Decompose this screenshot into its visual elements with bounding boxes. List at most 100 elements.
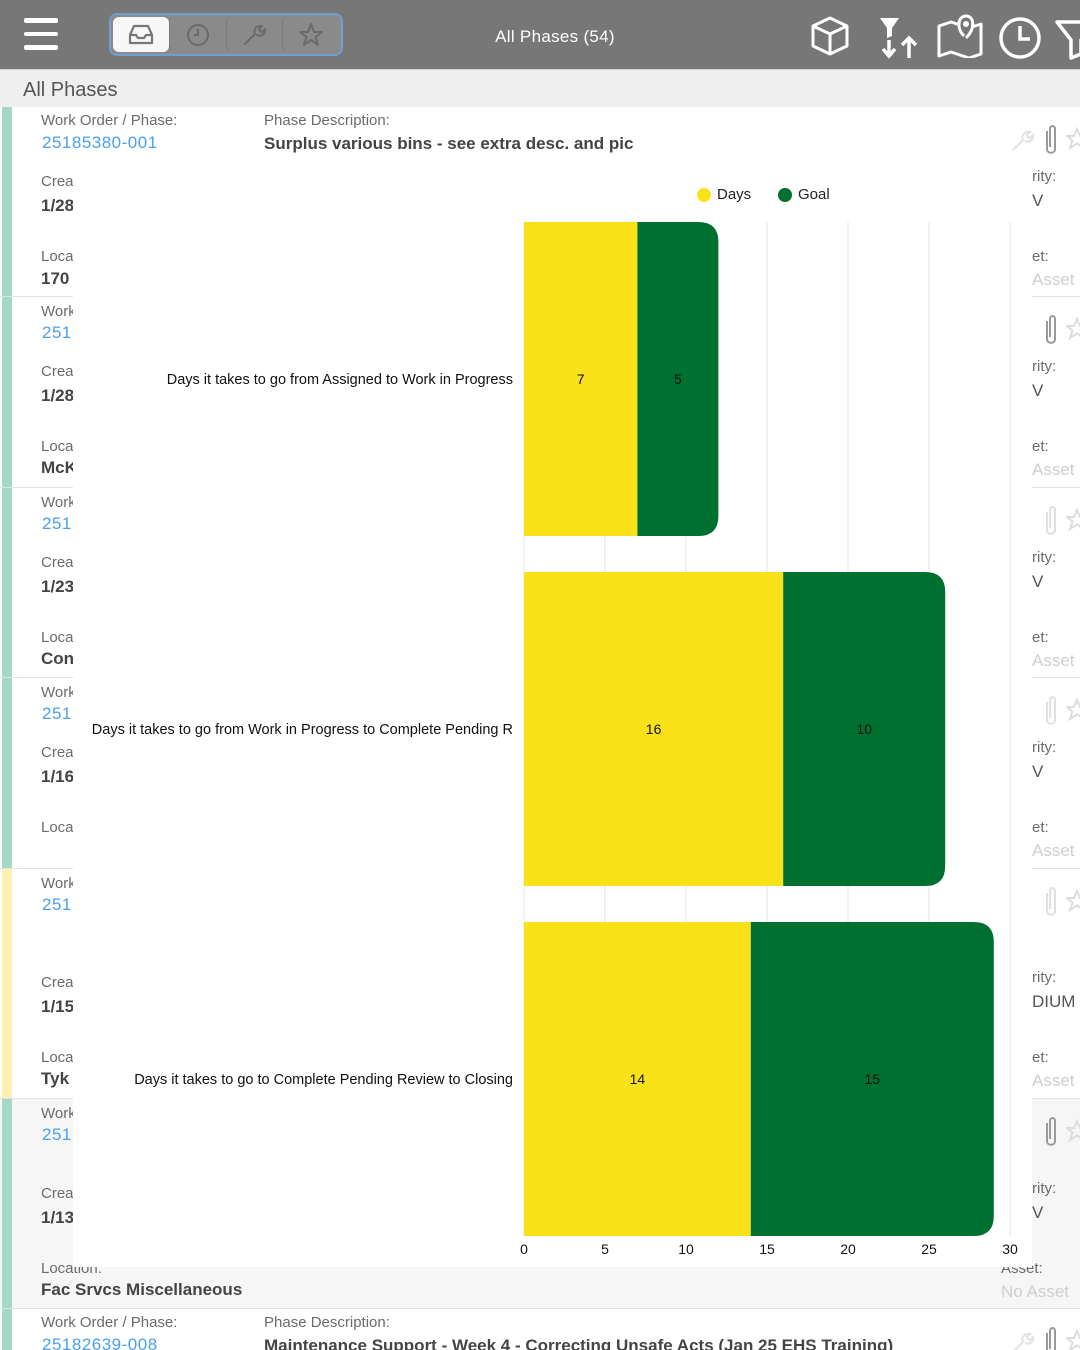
tab-work[interactable] [225, 17, 283, 52]
bar-value-label: 16 [646, 721, 662, 737]
work-order-link[interactable]: 251 [42, 1125, 72, 1144]
work-order-link[interactable]: 251 [42, 514, 72, 533]
location-value: Tyk [41, 1069, 70, 1088]
bar-goal [637, 222, 719, 536]
tab-favorites[interactable] [282, 17, 339, 52]
location-value: Con [41, 649, 75, 668]
created-value: 1/16 [41, 767, 75, 786]
page-title: All Phases (54) [495, 27, 615, 46]
paperclip-icon[interactable] [1042, 694, 1060, 728]
x-tick-label: 0 [520, 1241, 528, 1257]
star-icon[interactable] [1066, 1325, 1080, 1350]
status-stripe [2, 678, 12, 868]
phase-description-label: Phase Description: [264, 1314, 390, 1331]
bar-value-label: 5 [674, 371, 682, 387]
phase-description-label: Phase Description: [264, 112, 390, 129]
asset-value: No Asset [1001, 1282, 1070, 1301]
star-icon[interactable] [1066, 123, 1080, 153]
paperclip-icon[interactable] [1042, 1325, 1060, 1350]
work-order-link[interactable]: 251 [42, 704, 72, 723]
location-value: 170 [41, 269, 70, 288]
clock-icon[interactable] [997, 14, 1043, 60]
priority-value: V [1032, 572, 1044, 591]
legend-swatch-days [697, 187, 711, 202]
hamburger-menu-icon[interactable] [24, 18, 58, 50]
section-header: All Phases [0, 69, 1080, 107]
asset-label: et: [1032, 248, 1049, 265]
priority-value: V [1032, 762, 1044, 781]
paperclip-icon[interactable] [1042, 123, 1060, 157]
category-label: Days it takes to go to Complete Pending … [134, 1072, 513, 1088]
work-order-link[interactable]: 251 [42, 323, 72, 342]
star-icon[interactable] [1066, 1115, 1080, 1145]
row-actions [1010, 313, 1080, 347]
legend-item-days[interactable]: Days [697, 186, 751, 203]
row-actions [1010, 1325, 1080, 1350]
asset-label: et: [1032, 1049, 1049, 1066]
paperclip-icon[interactable] [1042, 313, 1060, 347]
map-pin-icon[interactable] [936, 14, 984, 58]
row-actions [1010, 1115, 1080, 1149]
priority-label: rity: [1032, 358, 1057, 375]
list-item[interactable]: Work 251 Crea 1/16 Loca rity: V et: Asse… [0, 678, 1080, 869]
sort-filter-icon[interactable] [877, 14, 923, 60]
bar-days [524, 922, 751, 1236]
x-tick-label: 5 [601, 1241, 609, 1257]
wrench-icon[interactable] [1010, 123, 1036, 153]
list-item[interactable]: Work Order / Phase: 25185380-001 Phase D… [0, 107, 1080, 297]
created-label: Crea [41, 974, 74, 991]
category-label: Days it takes to go from Work in Progres… [92, 722, 513, 738]
priority-value: V [1032, 191, 1044, 210]
created-value: 1/15 [41, 997, 75, 1016]
paperclip-icon[interactable] [1042, 504, 1060, 538]
created-label: Crea [41, 173, 74, 190]
tab-recent[interactable] [168, 17, 226, 52]
list-item[interactable]: Work Order / Phase: 25182639-008 Phase D… [0, 1309, 1080, 1350]
priority-value: DIUM [1032, 992, 1076, 1011]
x-tick-label: 10 [678, 1241, 694, 1257]
created-label: Crea [41, 744, 74, 761]
row-actions [1010, 694, 1080, 728]
location-label: Loca [41, 248, 74, 265]
star-icon[interactable] [1066, 504, 1080, 534]
star-icon[interactable] [1066, 694, 1080, 724]
work-order-link[interactable]: 251 [42, 895, 72, 914]
status-stripe [2, 297, 12, 487]
legend-item-goal[interactable]: Goal [778, 186, 830, 203]
category-label: Days it takes to go from Assigned to Wor… [167, 372, 513, 388]
view-segmented-control [109, 13, 343, 56]
work-order-label: Work [41, 494, 76, 511]
star-icon[interactable] [1066, 313, 1080, 343]
legend-label-days: Days [717, 186, 752, 203]
created-value: 1/23 [41, 577, 75, 596]
created-label: Crea [41, 1185, 74, 1202]
x-tick-label: 15 [759, 1241, 775, 1257]
work-order-label: Work [41, 303, 76, 320]
location-value: McK [41, 458, 77, 477]
wrench-icon[interactable] [1010, 1325, 1036, 1350]
status-stripe [2, 107, 12, 296]
priority-value: V [1032, 1203, 1044, 1222]
star-icon[interactable] [1066, 885, 1080, 915]
clock-icon [186, 23, 209, 46]
legend-label-goal: Goal [798, 186, 830, 203]
tab-inbox[interactable] [113, 17, 169, 52]
bar-value-label: 10 [856, 721, 872, 737]
filter-icon[interactable] [1055, 14, 1080, 60]
asset-value: Asset [1032, 270, 1075, 289]
work-order-link[interactable]: 25185380-001 [42, 133, 158, 152]
asset-value: Asset [1032, 841, 1075, 860]
x-tick-label: 30 [1002, 1241, 1018, 1257]
asset-label: et: [1032, 629, 1049, 646]
paperclip-icon[interactable] [1042, 1115, 1060, 1149]
asset-value: Asset [1032, 1071, 1075, 1090]
asset-label: et: [1032, 819, 1049, 836]
box-icon[interactable] [808, 14, 852, 58]
paperclip-icon[interactable] [1042, 885, 1060, 919]
bar-days [524, 222, 638, 536]
created-label: Crea [41, 363, 74, 380]
work-order-label: Work Order / Phase: [41, 1314, 178, 1331]
priority-value: V [1032, 381, 1044, 400]
phase-description: Surplus various bins - see extra desc. a… [264, 134, 634, 153]
work-order-link[interactable]: 25182639-008 [42, 1335, 158, 1350]
